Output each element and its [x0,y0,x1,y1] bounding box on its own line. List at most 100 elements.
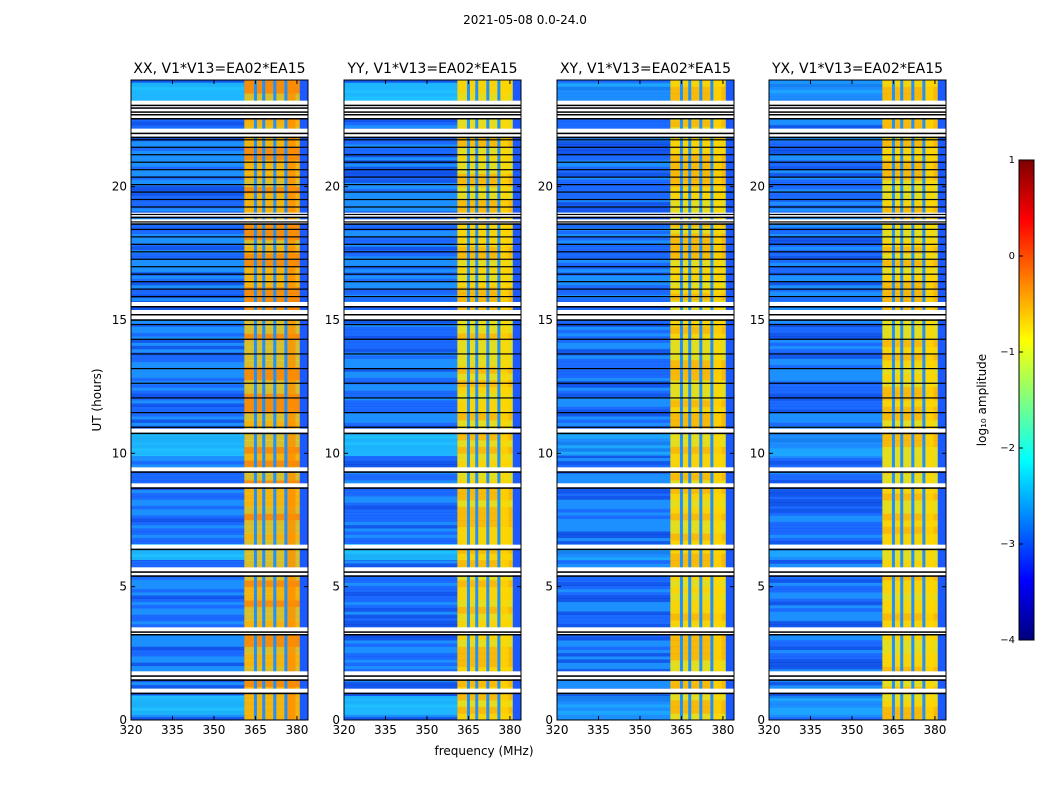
rfi-gap [900,80,904,720]
noise-row [557,153,671,158]
rfi-texture [670,326,726,334]
noise-row [131,684,245,689]
noise-row [131,371,245,375]
flagged-row [344,128,521,133]
rfi-texture [670,500,726,508]
noise-row [131,576,245,580]
noise-row [769,342,883,347]
noise-row [344,454,458,459]
flagged-row [557,627,734,632]
rfi-texture [882,646,938,654]
flag-edge [769,206,946,208]
noise-row [557,684,671,689]
flag-edge [769,273,946,275]
rfi-texture [244,486,300,494]
noise-row [344,489,458,494]
rfi-texture [244,520,300,528]
flag-edge [344,118,521,120]
noise-row [344,524,458,529]
noise-row [344,348,458,353]
noise-row [769,505,883,510]
noise-row [557,198,671,203]
noise-row [344,390,458,395]
flag-edge [557,634,734,636]
flag-edge [557,692,734,695]
noise-row [344,403,458,407]
rfi-texture [882,680,938,688]
flag-edge [557,216,734,219]
noise-row [769,704,883,708]
rfi-texture [457,273,513,281]
flag-edge [131,114,308,116]
noise-row [131,518,245,523]
flag-edge [131,251,308,253]
flag-edge [557,136,734,139]
rfi-texture [457,400,513,408]
flag-edge [769,432,946,435]
noise-row [131,419,245,423]
flagged-row [557,128,734,133]
rfi-gap [273,80,277,720]
flagged-row [131,671,308,676]
rfi-texture [882,473,938,481]
flagged-row [131,428,308,433]
rfi-texture [882,460,938,468]
noise-row [557,150,671,155]
rfi-texture [457,593,513,601]
rfi-texture [882,140,938,148]
noise-row [769,374,883,379]
rfi-texture [244,246,300,254]
flag-edge [344,132,521,135]
flag-edge [769,631,946,633]
noise-row [769,531,883,535]
flag-edge [557,675,734,677]
noise-row [769,614,883,619]
edge-region [937,80,946,720]
flagged-row [131,544,308,549]
rfi-texture [457,580,513,588]
flag-edge [344,679,521,681]
rfi-texture [244,646,300,654]
rfi-texture [244,226,300,234]
flag-edge [769,169,946,171]
flag-edge [131,675,308,677]
flagged-row [557,544,734,549]
noise-row [344,140,458,145]
flag-edge [769,319,946,321]
bright-patch [557,696,671,715]
rfi-texture [457,646,513,654]
noise-row [344,364,458,369]
noise-row [344,278,458,283]
noise-row [131,588,245,593]
y-tick-label: 0 [119,713,127,727]
flag-edge [769,487,946,489]
noise-row [344,230,458,235]
rfi-texture [882,326,938,334]
panel-yx: 320 335 350 365 380 0 5 10 15 20 YX, V1*V13=EA02*E… [750,61,947,737]
flagged-row [769,315,946,320]
noise-row [557,224,671,228]
colorbar-tick-label: 0 [1009,251,1015,262]
noise-row [131,502,245,507]
rfi-texture [882,186,938,194]
noise-row [769,585,883,590]
noise-row [131,355,245,359]
rfi-texture [244,93,300,101]
noise-row [344,476,458,481]
noise-row [769,192,883,196]
noise-row [344,505,458,510]
bright-patch [769,82,883,102]
flag-edge [557,213,734,216]
noise-row [557,384,671,388]
rfi-texture [244,713,300,720]
flag-edge [769,471,946,473]
rfi-texture [457,640,513,648]
rfi-texture [882,580,938,588]
noise-row [344,163,458,167]
noise-row [131,150,245,155]
rfi-gap [253,80,257,720]
noise-row [344,409,458,414]
y-tick-label: 15 [325,313,340,327]
noise-row [557,92,671,97]
noise-row [557,540,671,545]
